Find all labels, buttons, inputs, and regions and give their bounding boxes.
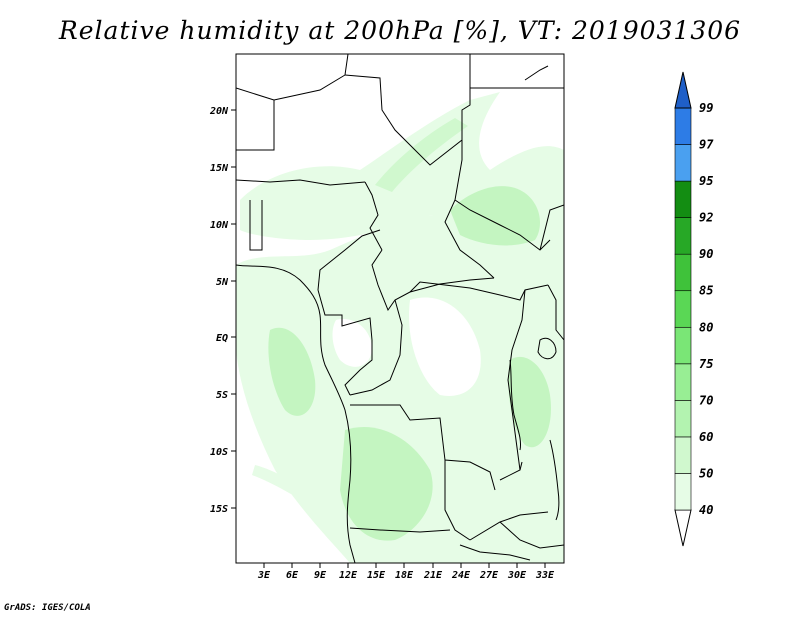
border-sudan-ss <box>454 199 551 251</box>
border-zimbabwe <box>459 544 531 561</box>
humidity-area-lake <box>508 356 551 448</box>
border-angola-namibia <box>349 527 451 533</box>
lat-label: 5S <box>216 390 228 401</box>
lon-label: 15E <box>367 570 386 581</box>
borders <box>236 54 564 563</box>
colorbar-segment <box>674 253 692 292</box>
border-coast-west <box>236 264 356 563</box>
lon-label: 18E <box>395 570 414 581</box>
lat-label: 15S <box>210 504 228 515</box>
border-angola-zambia <box>444 460 471 541</box>
colorbar-label: 92 <box>699 211 713 225</box>
border-ethiopia <box>539 204 564 251</box>
lon-label: 12E <box>339 570 358 581</box>
humidity-area-south <box>340 426 433 541</box>
colorbar-segment <box>674 363 692 401</box>
border-ghana-togo <box>249 200 263 251</box>
colorbar-segment <box>674 436 692 474</box>
colorbar-segment <box>674 290 692 328</box>
lon-label: 3E <box>257 570 271 581</box>
border-drc-angola <box>350 404 496 491</box>
border-uganda-kenya <box>547 284 564 341</box>
lat-label: 10S <box>210 447 228 458</box>
colorbar-label: 97 <box>699 138 714 152</box>
colorbar-under-triangle <box>674 509 692 547</box>
lon-label: 27E <box>479 570 499 581</box>
border-lake-victoria <box>537 337 557 360</box>
humidity-area-center <box>409 297 481 396</box>
colorbar-label: 99 <box>699 101 713 115</box>
lon-label: 30E <box>507 570 527 581</box>
border-lake-malawi <box>549 439 560 521</box>
humidity-area-center2 <box>332 319 372 367</box>
humidity-area-coast <box>268 327 316 416</box>
humidity-area-west <box>236 214 564 563</box>
colorbar-label: 95 <box>699 174 713 188</box>
humidity-area-east <box>450 186 540 246</box>
lat-label: 20N <box>209 106 229 117</box>
lat-label: 10N <box>210 220 229 231</box>
colorbar-label: 80 <box>699 320 713 334</box>
colorbar-segment <box>674 144 692 182</box>
humidity-streak-sw <box>252 465 318 508</box>
colorbar-label: 85 <box>699 284 713 298</box>
credit-text: GrADS: IGES/COLA <box>4 603 91 613</box>
border-mozambique <box>499 521 564 549</box>
colorbar-label: 50 <box>699 466 713 480</box>
humidity-streak-nw <box>375 118 468 192</box>
colorbar-label: 75 <box>699 357 713 371</box>
colorbar-label: 40 <box>699 503 713 517</box>
colorbar-over-triangle <box>674 71 692 109</box>
lat-label: 5N <box>216 277 229 288</box>
lon-label: 9E <box>314 570 327 581</box>
border-congo-drc <box>349 299 403 396</box>
border-lake-mweru <box>519 461 523 471</box>
border-nigeria-cameroon <box>317 229 381 291</box>
lon-axis: 3E 6E 9E 12E 15E 18E 21E 24E 27E 30E 33E <box>257 563 555 581</box>
colorbar-segment <box>674 107 692 145</box>
lon-label: 33E <box>535 570 555 581</box>
lon-label: 24E <box>451 570 471 581</box>
map-title: Relative humidity at 200hPa [%], VT: 201… <box>58 16 742 45</box>
border-zambia <box>469 511 549 541</box>
border-libya-chad <box>344 54 471 166</box>
colorbar-label: 90 <box>699 247 713 261</box>
colorbar-segment <box>674 326 692 365</box>
border-niger-nigeria <box>236 179 366 186</box>
border-congo <box>344 340 373 396</box>
lat-label: 15N <box>210 163 229 174</box>
border-red-sea <box>524 65 549 81</box>
border-algeria-niger <box>236 87 275 151</box>
map-frame <box>235 53 565 564</box>
colorbar-segment <box>674 217 692 255</box>
colorbar-label: 70 <box>699 393 713 407</box>
colorbar-segment <box>674 180 692 218</box>
border-chad-sudan <box>444 140 495 279</box>
colorbar: 40 50 60 70 75 80 85 90 92 95 97 99 <box>674 71 714 547</box>
lat-label: EQ <box>216 333 228 344</box>
border-car-drc <box>409 281 549 301</box>
border-niger-libya <box>273 54 349 101</box>
border-gabon <box>317 289 373 341</box>
border-lake-chad <box>364 181 383 251</box>
lat-axis: 20N 15N 10N 5N EQ 5S 10S 15S <box>209 106 236 515</box>
colorbar-segment <box>674 400 692 438</box>
lon-label: 21E <box>423 570 443 581</box>
border-lake-tanganyika <box>509 359 521 451</box>
colorbar-label: 60 <box>699 430 713 444</box>
humidity-shading <box>236 92 564 563</box>
border-drc-east <box>499 289 526 481</box>
colorbar-segment <box>674 473 692 511</box>
lon-label: 6E <box>286 570 299 581</box>
